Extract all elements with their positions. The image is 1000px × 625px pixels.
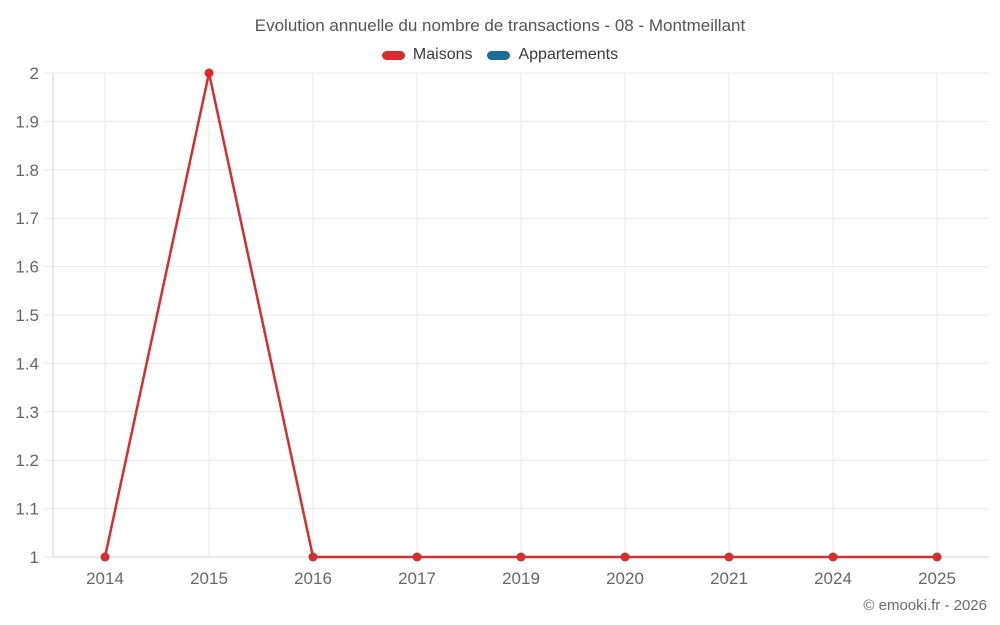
data-point-maisons: [412, 552, 422, 562]
legend: Maisons Appartements: [0, 45, 1000, 65]
y-tick-label: 1.3: [15, 403, 39, 422]
y-tick-label: 1: [30, 548, 39, 567]
y-tick-label: 1.1: [15, 500, 39, 519]
data-point-maisons: [204, 68, 214, 78]
x-tick-label: 2020: [606, 569, 644, 588]
y-tick-label: 1.2: [15, 451, 39, 470]
data-point-maisons: [932, 552, 942, 562]
y-tick-label: 1.9: [15, 112, 39, 131]
x-tick-label: 2014: [86, 569, 124, 588]
copyright: © emooki.fr - 2026: [863, 597, 987, 614]
legend-item-maisons[interactable]: Maisons: [381, 46, 473, 64]
legend-item-appartements[interactable]: Appartements: [487, 46, 618, 64]
chart-title: Evolution annuelle du nombre de transact…: [254, 16, 746, 35]
data-point-maisons: [100, 552, 110, 562]
legend-swatch-icon: [381, 50, 405, 60]
legend-label: Appartements: [518, 46, 619, 63]
x-tick-label: 2021: [710, 569, 748, 588]
legend-swatch-icon: [487, 50, 511, 60]
y-tick-label: 1.7: [15, 209, 39, 228]
y-tick-label: 1.8: [15, 161, 39, 180]
x-tick-label: 2025: [918, 569, 956, 588]
data-point-maisons: [620, 552, 630, 562]
x-tick-label: 2015: [190, 569, 228, 588]
y-tick-label: 1.5: [15, 306, 39, 325]
data-point-maisons: [308, 552, 318, 562]
data-point-maisons: [724, 552, 734, 562]
x-tick-label: 2017: [398, 569, 436, 588]
y-tick-label: 2: [30, 64, 39, 83]
x-tick-label: 2016: [294, 569, 332, 588]
data-point-maisons: [828, 552, 838, 562]
y-tick-label: 1.4: [15, 354, 39, 373]
data-point-maisons: [516, 552, 526, 562]
legend-label: Maisons: [412, 46, 473, 63]
x-tick-label: 2019: [502, 569, 540, 588]
x-tick-label: 2024: [814, 569, 852, 588]
y-tick-label: 1.6: [15, 258, 39, 277]
